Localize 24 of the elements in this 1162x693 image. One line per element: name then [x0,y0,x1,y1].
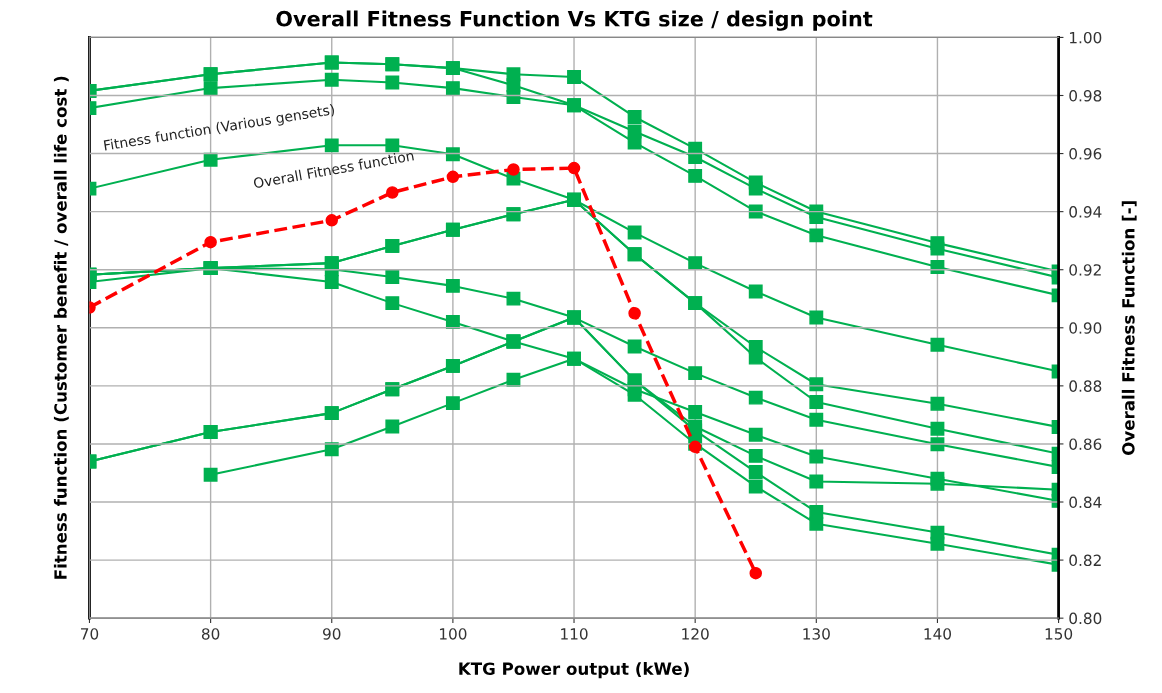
x-tick-label: 140 [924,628,952,640]
y2-tick-label: 1.00 [1069,31,1102,44]
y2-tick-label: 0.88 [1069,380,1102,392]
x-axis-title: KTG Power output (kWe) [459,662,689,679]
y2-tick-label: 0.98 [1069,89,1102,102]
y2-tick-label: 0.84 [1069,496,1102,509]
x-tick-label: 70 [81,628,99,640]
x-tick-label: 80 [201,628,220,640]
x-tick-label: 100 [439,628,467,640]
y2-axis-title: Overall Fitness Function [-] [1121,201,1137,455]
x-tick-label: 150 [1045,628,1073,640]
x-tick-label: 90 [322,628,341,640]
y2-tick-label: 0.82 [1069,554,1101,567]
x-tick-label: 120 [682,628,709,640]
y-axis-title: Fitness function (Customer benefit / overall life cost ) [53,76,69,579]
y2-tick-label: 0.86 [1069,438,1102,450]
chart-title: Overall Fitness Function Vs KTG size / design point [276,10,873,31]
y2-tick-label: 0.94 [1069,206,1102,218]
x-tick-label: 130 [803,628,830,640]
y2-tick-label: 0.92 [1069,264,1101,276]
y2-tick-label: 0.80 [1069,612,1102,625]
y2-tick-label: 0.90 [1069,322,1102,334]
y2-tick-label: 0.96 [1069,148,1102,160]
x-tick-label: 110 [561,628,588,640]
